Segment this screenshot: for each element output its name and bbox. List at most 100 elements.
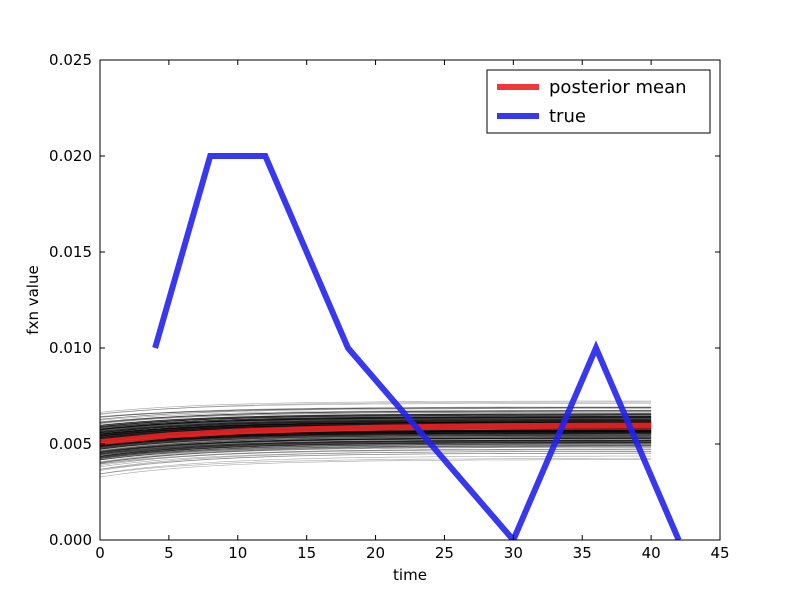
posterior-sample-line	[100, 422, 652, 435]
posterior-sample-line	[100, 400, 652, 413]
posterior-sample-line	[100, 419, 652, 432]
posterior-sample-line	[100, 421, 652, 435]
y-tick-label: 0.020	[49, 147, 92, 165]
posterior-sample-line	[100, 421, 652, 435]
posterior-sample-line	[100, 408, 652, 420]
posterior-sample-line	[100, 455, 652, 475]
posterior-sample-line	[100, 442, 652, 458]
posterior-sample-line	[100, 421, 652, 434]
x-tick-label: 25	[435, 544, 454, 562]
posterior-sample-line	[100, 413, 652, 426]
posterior-sample-line	[100, 417, 652, 430]
posterior-sample-line	[100, 422, 652, 436]
posterior-sample-line	[100, 414, 652, 428]
x-tick-label: 35	[573, 544, 592, 562]
posterior-sample-line	[100, 418, 652, 432]
posterior-sample-line	[100, 417, 652, 429]
posterior-sample-line	[100, 419, 652, 434]
x-tick-label: 0	[95, 544, 105, 562]
posterior-sample-line	[100, 407, 652, 417]
posterior-sample-line	[100, 420, 652, 434]
posterior-sample-line	[100, 413, 652, 426]
posterior-sample-line	[100, 407, 652, 418]
posterior-sample-line	[100, 421, 652, 435]
posterior-sample-line	[100, 410, 652, 423]
posterior-sample-line	[100, 411, 652, 423]
posterior-sample-line	[100, 445, 652, 463]
y-tick-label: 0.025	[49, 51, 92, 69]
posterior-sample-line	[100, 415, 652, 429]
posterior-sample-line	[100, 416, 652, 428]
posterior-sample-line	[100, 417, 652, 430]
posterior-sample-line	[100, 416, 652, 430]
posterior-sample-line	[100, 411, 652, 423]
y-axis-ticks: 0.000 0.005 0.010 0.015 0.020 0.025	[49, 51, 720, 549]
posterior-sample-line	[100, 443, 652, 459]
posterior-sample-line	[100, 421, 652, 435]
posterior-sample-line	[100, 416, 652, 430]
posterior-sample-line	[100, 440, 652, 457]
posterior-sample-line	[100, 414, 652, 427]
posterior-sample-line	[100, 414, 652, 428]
posterior-sample-line	[100, 418, 652, 432]
x-tick-label: 5	[164, 544, 174, 562]
posterior-sample-line	[100, 421, 652, 435]
posterior-sample-line	[100, 442, 652, 459]
posterior-sample-line	[100, 402, 652, 414]
x-tick-label: 30	[504, 544, 523, 562]
posterior-sample-line	[100, 406, 652, 418]
posterior-sample-line	[100, 421, 652, 435]
posterior-sample-line	[100, 406, 652, 418]
posterior-sample-line	[100, 420, 652, 433]
posterior-sample-line	[100, 417, 652, 430]
posterior-sample-line	[100, 446, 652, 463]
posterior-sample-line	[100, 458, 652, 475]
posterior-sample-line	[100, 414, 652, 428]
posterior-sample-line	[100, 420, 652, 433]
posterior-sample-line	[100, 420, 652, 434]
posterior-sample-line	[100, 421, 652, 435]
legend-label-posterior-mean: posterior mean	[549, 77, 687, 98]
posterior-sample-line	[100, 410, 652, 424]
posterior-sample-line	[100, 448, 652, 466]
posterior-sample-line	[100, 422, 652, 436]
posterior-sample-line	[100, 422, 652, 435]
posterior-sample-line	[100, 443, 652, 460]
posterior-sample-line	[100, 414, 652, 428]
posterior-sample-line	[100, 441, 652, 457]
posterior-sample-line	[100, 416, 652, 430]
posterior-sample-line	[100, 442, 652, 459]
posterior-sample-line	[100, 416, 652, 431]
posterior-sample-line	[100, 419, 652, 433]
posterior-sample-line	[100, 419, 652, 433]
plot-frame	[99, 59, 721, 541]
posterior-sample-line	[100, 413, 652, 426]
posterior-sample-line	[100, 440, 652, 457]
posterior-sample-line	[100, 417, 652, 431]
posterior-sample-line	[100, 420, 652, 435]
posterior-sample-line	[100, 416, 652, 430]
posterior-sample-line	[100, 417, 652, 431]
posterior-sample-line	[100, 420, 652, 434]
posterior-sample-line	[100, 444, 652, 461]
posterior-sample-line	[100, 413, 652, 426]
posterior-sample-line	[100, 421, 652, 435]
series-lines	[100, 153, 682, 540]
posterior-sample-line	[100, 419, 652, 432]
posterior-sample-line	[100, 420, 652, 434]
posterior-sample-line	[100, 417, 652, 430]
posterior-sample-line	[100, 414, 652, 427]
posterior-sample-line	[100, 421, 652, 435]
posterior-sample-line	[100, 451, 652, 470]
posterior-sample-line	[100, 413, 652, 427]
x-axis-ticks: 0 5 10 15 20 25 30 35 40 45	[95, 60, 730, 562]
posterior-sample-line	[100, 443, 652, 460]
x-tick-label: 10	[228, 544, 247, 562]
posterior-sample-line	[100, 441, 652, 457]
posterior-sample-line	[100, 451, 652, 468]
posterior-sample-line	[100, 418, 652, 431]
posterior-sample-line	[100, 416, 652, 429]
legend-label-true: true	[549, 106, 586, 127]
legend: posterior mean true	[486, 69, 711, 134]
posterior-sample-line	[100, 441, 652, 457]
